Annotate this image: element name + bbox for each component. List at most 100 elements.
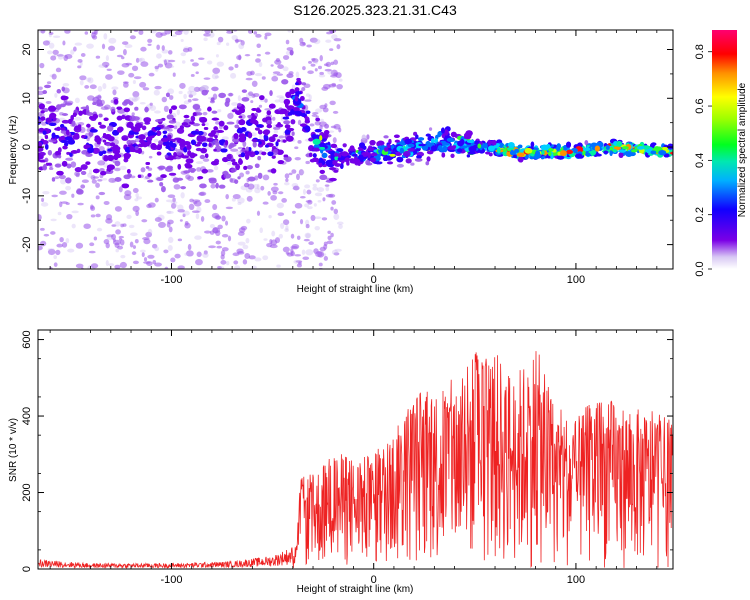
- spectrogram-cell: [377, 145, 381, 149]
- spectrogram-cell: [225, 97, 231, 104]
- spectrogram-cell: [566, 149, 574, 155]
- spectrogram-cell: [576, 146, 584, 153]
- spectrogram-cell: [272, 71, 281, 74]
- spectrogram-cell: [200, 85, 209, 91]
- spectrogram-cell: [252, 93, 260, 98]
- spectrogram-cell: [344, 157, 350, 163]
- spectrogram-cell: [389, 153, 396, 157]
- spectrogram-cell: [161, 96, 168, 103]
- spectrogram-cell: [65, 177, 72, 184]
- spectrogram-cell: [145, 231, 153, 238]
- spectrogram-cell: [336, 221, 344, 225]
- spectrogram-cell: [178, 90, 183, 95]
- spectrogram-cell: [41, 121, 47, 126]
- spectrogram-cell: [294, 157, 301, 161]
- spectrogram-cell: [358, 154, 364, 161]
- spectrogram-cell: [200, 216, 205, 222]
- spectrogram-cell: [86, 123, 91, 128]
- spectrogram-cell: [159, 182, 164, 187]
- spectrogram-cell: [248, 255, 256, 260]
- spectrogram-cell: [106, 68, 112, 72]
- spectrogram-cell: [65, 157, 74, 161]
- spectrogram-cell: [327, 163, 335, 168]
- spectrogram-cell: [183, 100, 190, 105]
- spectrogram-cell: [92, 176, 100, 179]
- spectrogram-cell: [396, 156, 404, 163]
- spectrogram-cell: [584, 140, 589, 146]
- spectrogram-cell: [276, 95, 284, 99]
- spectrogram-cell: [194, 143, 201, 147]
- spectrogram-cell: [330, 206, 334, 211]
- spectrogram-cell: [227, 235, 232, 242]
- spectrogram-cell: [132, 260, 139, 265]
- spectrogram-cell: [264, 148, 270, 152]
- spectrogram-cell: [362, 145, 367, 150]
- spectrogram-cell: [116, 106, 123, 110]
- spectrogram-cell: [57, 211, 62, 216]
- spectrogram-cell: [48, 21, 55, 24]
- spectrogram-cell: [323, 256, 329, 261]
- spectrogram-cell: [187, 175, 195, 181]
- spectrogram-cell: [236, 248, 244, 254]
- spectrogram-cell: [193, 86, 201, 92]
- spectrogram-cell: [188, 94, 194, 98]
- spectrogram-cell: [114, 221, 121, 227]
- spectrogram-cell: [176, 109, 180, 116]
- spectrogram-cell: [194, 18, 202, 23]
- spectrogram-cell: [312, 186, 318, 191]
- spectrogram-cell: [290, 250, 295, 257]
- spectrogram-cell: [195, 112, 203, 116]
- spectrogram-cell: [185, 23, 193, 26]
- spectrogram-cell: [80, 170, 87, 175]
- spectrogram-cell: [426, 142, 433, 148]
- spectrogram-cell: [325, 39, 332, 43]
- snr-frame: [37, 329, 674, 570]
- spectrogram-cell: [166, 165, 173, 170]
- spectrogram-cell: [64, 136, 73, 141]
- spectrogram-cell: [73, 116, 82, 121]
- spectrogram-cell: [197, 141, 202, 145]
- spectrogram-cell: [305, 249, 314, 256]
- spectrogram-cell: [156, 53, 162, 59]
- spectrogram-cell: [156, 151, 162, 156]
- spectrogram-cell: [223, 173, 232, 179]
- spectrogram-cell: [144, 106, 149, 113]
- spectrogram-cell: [184, 163, 191, 168]
- spectrogram-cell: [328, 167, 336, 171]
- spectrogram-cell: [180, 192, 185, 199]
- spectrogram-cell: [148, 155, 153, 159]
- spectrogram-cell: [140, 61, 149, 67]
- spectrogram-cell: [131, 65, 139, 72]
- spectrogram-cell: [179, 219, 183, 222]
- spectrogram-cell: [312, 183, 317, 187]
- spectrogram-cell: [242, 140, 247, 148]
- spectrogram-cell: [87, 172, 93, 178]
- spectrogram-cell: [609, 150, 613, 156]
- spectrogram-cell: [270, 194, 277, 201]
- spectrogram-ylabel: Frequency (Hz): [8, 116, 19, 185]
- spectrogram-cell: [123, 99, 131, 104]
- spectrogram-cell: [661, 147, 669, 150]
- spectrogram-cell: [177, 265, 185, 269]
- spectrogram-cell: [100, 170, 107, 176]
- spectrogram-cell: [105, 143, 111, 147]
- spectrogram-cell: [258, 272, 262, 275]
- spectrogram-cell: [240, 225, 248, 231]
- spectrogram-cell: [215, 141, 220, 147]
- spectrogram-cell: [329, 177, 337, 182]
- spectrogram-cell: [296, 235, 301, 240]
- spectrogram-cell: [276, 73, 283, 76]
- spectrogram-cell: [289, 88, 295, 95]
- spectrogram-cell: [258, 141, 262, 145]
- spectrogram-cell: [329, 100, 336, 106]
- spectrogram-cell: [48, 139, 57, 143]
- spectrogram-frame: [37, 29, 674, 270]
- spectrogram-cell: [276, 139, 281, 143]
- spectrogram-cell: [393, 134, 400, 139]
- spectrogram-cell: [268, 136, 276, 143]
- spectrogram-cell: [192, 19, 198, 24]
- spectrogram-cell: [566, 141, 572, 148]
- spectrogram-cell: [64, 102, 73, 106]
- spectrogram-cell: [291, 243, 300, 250]
